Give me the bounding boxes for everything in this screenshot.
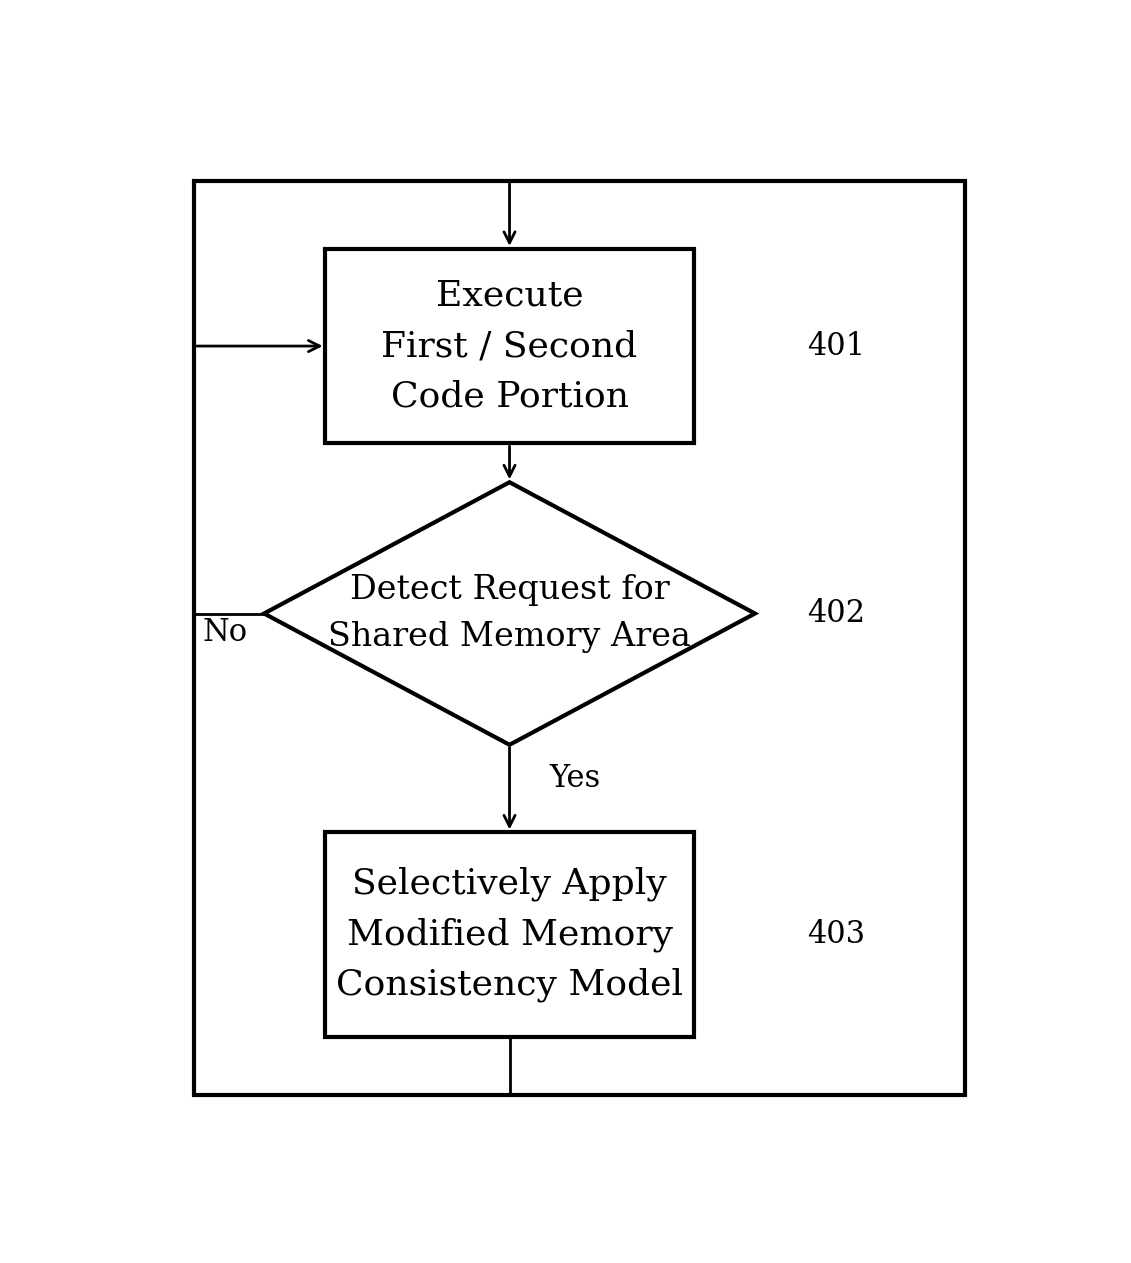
Text: 403: 403 [808, 919, 865, 950]
Text: 402: 402 [808, 597, 865, 629]
Text: No: No [202, 618, 248, 648]
Text: Execute
First / Second
Code Portion: Execute First / Second Code Portion [381, 279, 638, 413]
Bar [326, 249, 693, 443]
Polygon shape [264, 482, 756, 745]
Text: Selectively Apply
Modified Memory
Consistency Model: Selectively Apply Modified Memory Consis… [336, 866, 683, 1003]
Text: Detect Request for
Shared Memory Area: Detect Request for Shared Memory Area [328, 573, 691, 653]
Text: Yes: Yes [549, 763, 601, 794]
Bar [195, 181, 965, 1095]
Text: 401: 401 [808, 331, 865, 361]
Bar [326, 832, 693, 1037]
